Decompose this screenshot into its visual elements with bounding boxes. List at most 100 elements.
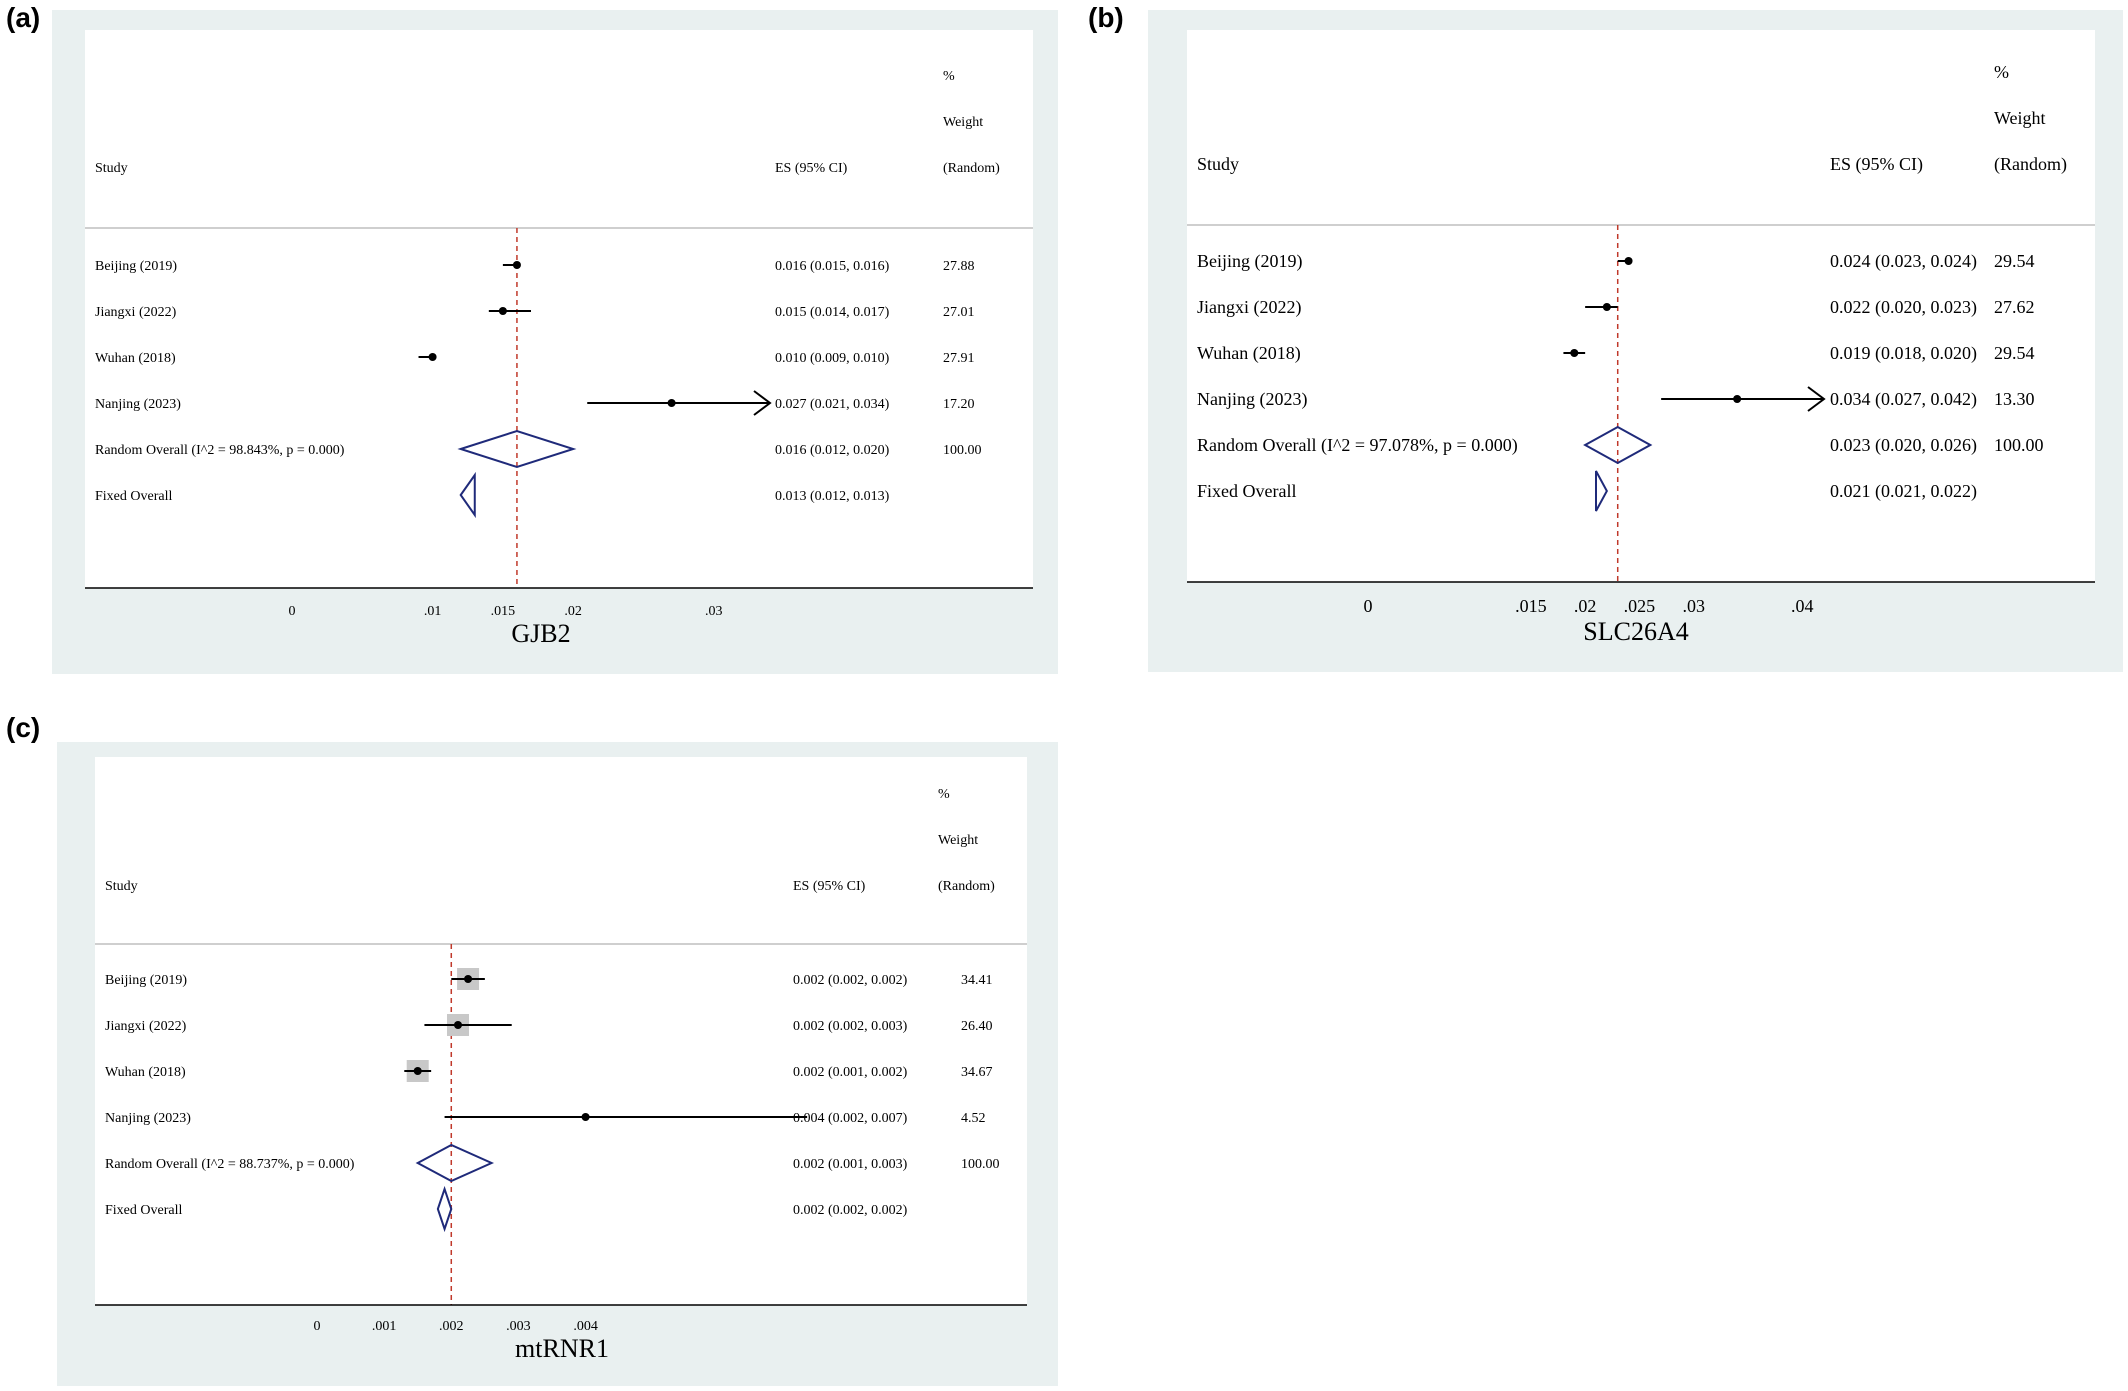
study-weight: 27.01 <box>943 305 975 320</box>
study-weight: 29.54 <box>1994 343 2035 363</box>
study-label: Jiangxi (2022) <box>1197 297 1301 318</box>
panel-label-b: (b) <box>1088 2 1124 33</box>
random-overall-weight: 100.00 <box>961 1157 1000 1172</box>
x-tick-label: 0 <box>1364 596 1373 616</box>
fixed-overall-diamond <box>459 471 476 519</box>
study-label: Wuhan (2018) <box>105 1065 186 1080</box>
panel-label-a: (a) <box>6 2 41 33</box>
point-estimate <box>667 399 676 407</box>
header-study: Study <box>1197 154 1239 174</box>
x-tick-label: .02 <box>1574 596 1597 616</box>
fixed-overall-es-ci: 0.013 (0.012, 0.013) <box>775 489 890 504</box>
header-es-ci: ES (95% CI) <box>1830 154 1923 175</box>
header-percent: % <box>943 69 955 84</box>
fixed-overall-diamond <box>1595 470 1608 512</box>
study-label: Wuhan (2018) <box>1197 343 1301 364</box>
random-overall-weight: 100.00 <box>943 443 982 458</box>
header-percent: % <box>938 787 950 802</box>
x-tick-label: .002 <box>439 1319 464 1334</box>
study-weight: 26.40 <box>961 1019 993 1034</box>
x-tick-label: .03 <box>705 604 723 619</box>
x-tick-label: 0 <box>314 1319 321 1334</box>
study-es-ci: 0.010 (0.009, 0.010) <box>775 351 890 366</box>
x-tick-label: .015 <box>491 604 516 619</box>
point-estimate <box>581 1113 590 1121</box>
plot-background <box>1187 30 2095 582</box>
study-es-ci: 0.002 (0.001, 0.002) <box>793 1065 908 1080</box>
header-percent: % <box>1994 62 2009 82</box>
x-axis-label: GJB2 <box>511 619 570 648</box>
study-label: Wuhan (2018) <box>95 351 176 366</box>
random-overall-es-ci: 0.002 (0.001, 0.003) <box>793 1157 908 1172</box>
ci-arrow <box>753 390 772 416</box>
study-weight: 13.30 <box>1994 389 2035 409</box>
study-es-ci: 0.024 (0.023, 0.024) <box>1830 251 1977 272</box>
point-estimate <box>464 975 473 983</box>
fixed-overall-label: Fixed Overall <box>1197 481 1296 501</box>
study-weight: 27.88 <box>943 259 975 274</box>
random-overall-weight: 100.00 <box>1994 435 2044 455</box>
study-es-ci: 0.034 (0.027, 0.042) <box>1830 389 1977 410</box>
x-tick-label: .04 <box>1791 596 1814 616</box>
panel-label-c: (c) <box>6 712 41 743</box>
study-es-ci: 0.016 (0.015, 0.016) <box>775 259 890 274</box>
ci-arrow <box>1807 386 1826 412</box>
study-es-ci: 0.004 (0.002, 0.007) <box>793 1111 908 1126</box>
header-weight: Weight <box>943 115 983 130</box>
x-axis-label: SLC26A4 <box>1583 617 1688 646</box>
study-label: Beijing (2019) <box>1197 251 1303 272</box>
x-tick-label: .02 <box>564 604 582 619</box>
random-overall-diamond <box>415 1143 495 1183</box>
study-es-ci: 0.019 (0.018, 0.020) <box>1830 343 1977 364</box>
study-label: Nanjing (2023) <box>95 397 181 412</box>
header-es-ci: ES (95% CI) <box>775 161 848 176</box>
forest-plot-a: % Weight (Random) Study ES (95% CI) Beijing (… <box>52 10 1058 674</box>
point-estimate <box>512 261 521 269</box>
header-study: Study <box>95 161 128 176</box>
x-tick-label: .001 <box>372 1319 397 1334</box>
forest-plot-b: % Weight (Random) Study ES (95% CI) Beijing (… <box>1148 10 2123 672</box>
fixed-overall-es-ci: 0.021 (0.021, 0.022) <box>1830 481 1977 502</box>
header-weight: Weight <box>1994 108 2046 128</box>
study-label: Jiangxi (2022) <box>95 305 177 320</box>
study-es-ci: 0.015 (0.014, 0.017) <box>775 305 890 320</box>
study-weight: 4.52 <box>961 1111 986 1126</box>
point-estimate <box>428 353 437 361</box>
forest-plot-c: % Weight (Random) Study ES (95% CI) Beijing (… <box>57 742 1058 1386</box>
x-tick-label: .03 <box>1682 596 1705 616</box>
study-es-ci: 0.027 (0.021, 0.034) <box>775 397 890 412</box>
plot-background <box>95 757 1027 1305</box>
header-random: (Random) <box>1994 154 2067 175</box>
plot-background <box>85 30 1033 588</box>
point-estimate <box>454 1021 462 1029</box>
point-estimate <box>498 307 507 315</box>
study-weight: 34.41 <box>961 973 993 988</box>
study-label: Jiangxi (2022) <box>105 1019 187 1034</box>
point-estimate <box>1733 395 1742 403</box>
random-overall-diamond <box>1583 425 1653 465</box>
study-label: Beijing (2019) <box>105 973 187 988</box>
x-tick-label: .004 <box>573 1319 598 1334</box>
study-weight: 29.54 <box>1994 251 2035 271</box>
study-es-ci: 0.002 (0.002, 0.002) <box>793 973 908 988</box>
random-overall-label: Random Overall (I^2 = 88.737%, p = 0.000… <box>105 1157 355 1172</box>
point-estimate <box>1570 349 1579 357</box>
point-estimate <box>1602 303 1611 311</box>
study-label: Beijing (2019) <box>95 259 177 274</box>
fixed-overall-label: Fixed Overall <box>95 489 172 504</box>
random-overall-es-ci: 0.016 (0.012, 0.020) <box>775 443 890 458</box>
fixed-overall-es-ci: 0.002 (0.002, 0.002) <box>793 1203 908 1218</box>
random-overall-label: Random Overall (I^2 = 97.078%, p = 0.000… <box>1197 435 1518 456</box>
header-study: Study <box>105 879 138 894</box>
study-weight: 27.62 <box>1994 297 2035 317</box>
random-overall-diamond <box>457 429 577 469</box>
header-weight: Weight <box>938 833 978 848</box>
random-overall-es-ci: 0.023 (0.020, 0.026) <box>1830 435 1977 456</box>
x-tick-label: .015 <box>1515 596 1547 616</box>
header-random: (Random) <box>943 161 1000 176</box>
fixed-overall-label: Fixed Overall <box>105 1203 182 1218</box>
x-tick-label: .01 <box>424 604 442 619</box>
x-axis-label: mtRNR1 <box>515 1334 609 1363</box>
study-es-ci: 0.022 (0.020, 0.023) <box>1830 297 1977 318</box>
